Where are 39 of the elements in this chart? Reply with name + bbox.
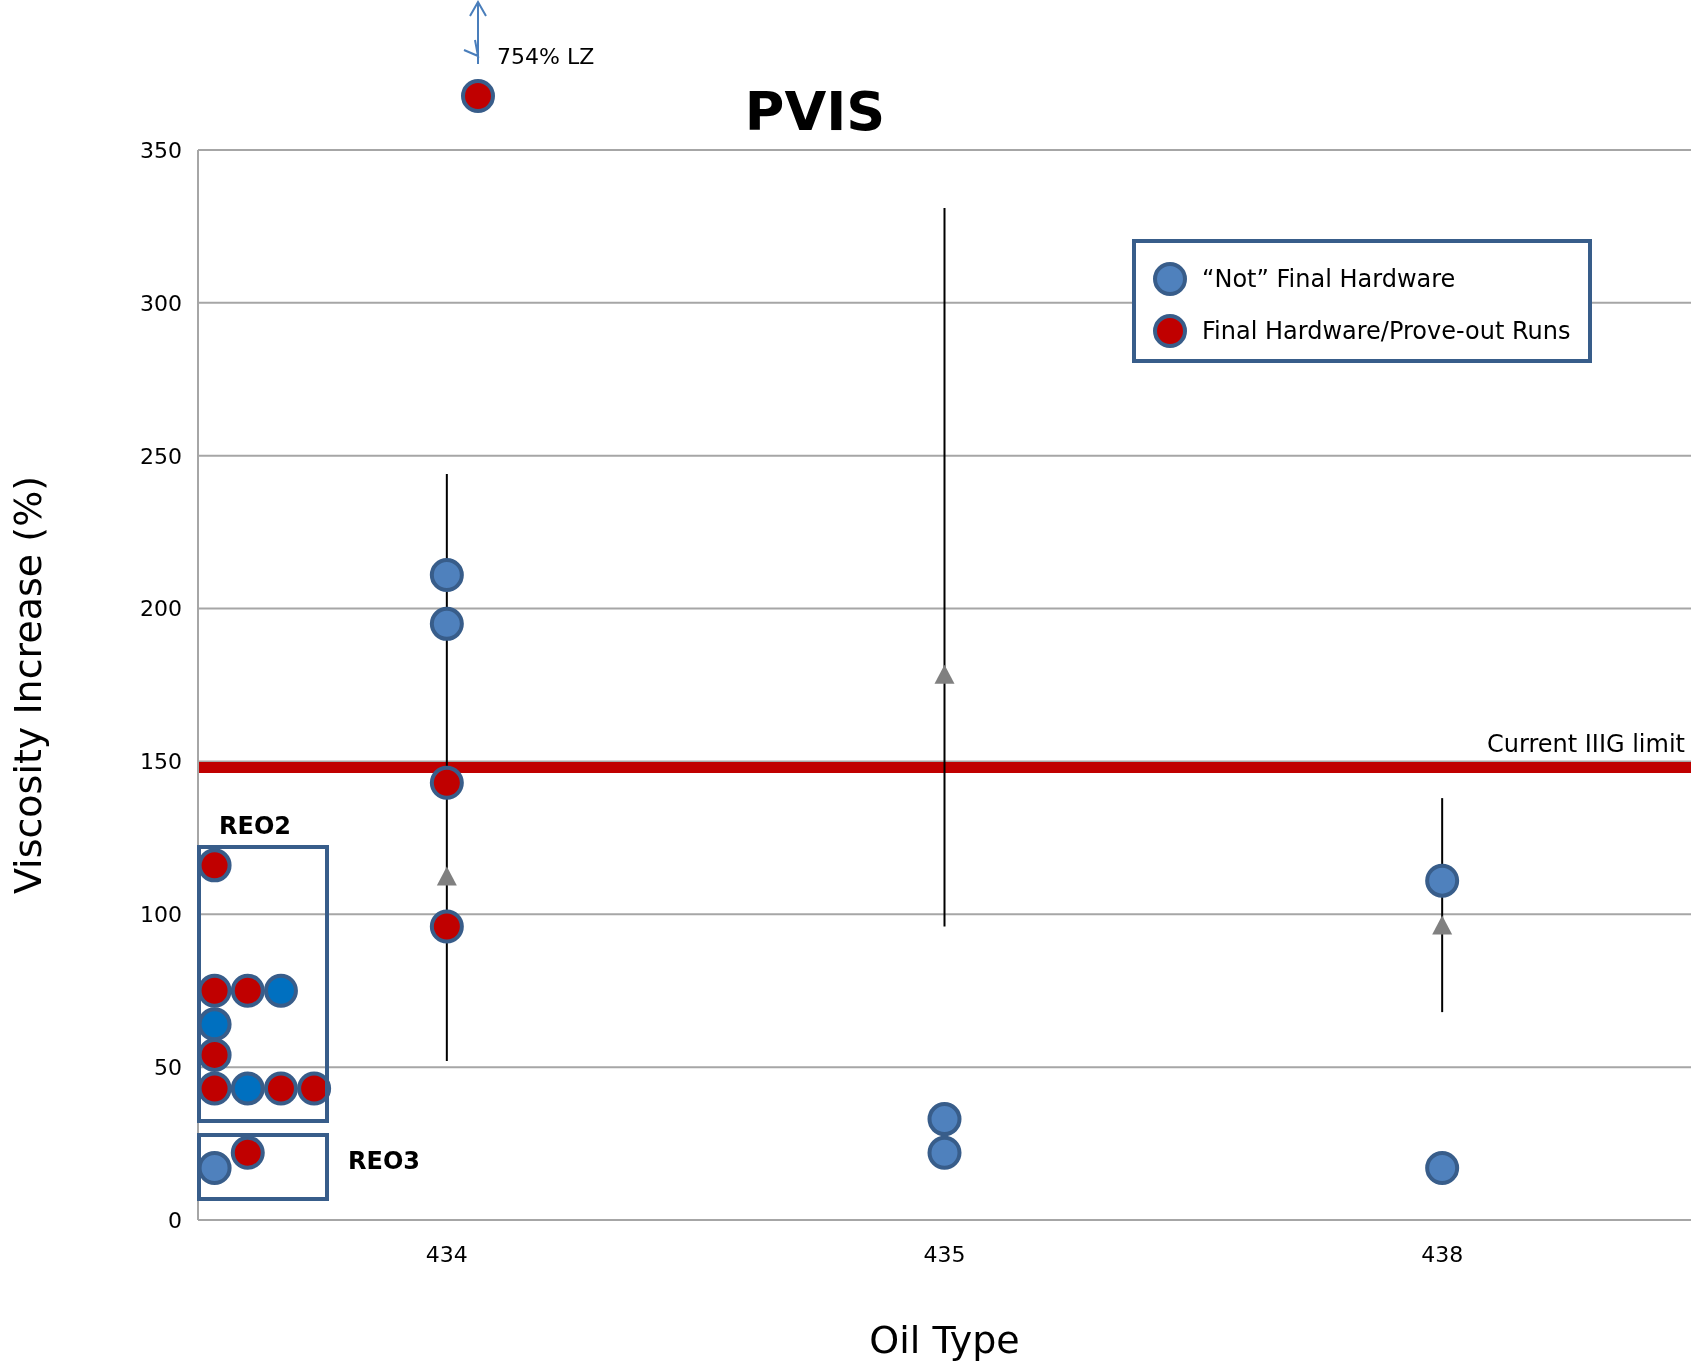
y-tick-label: 50 <box>154 1054 182 1080</box>
ref-line-label: Current IIIG limit <box>1486 729 1685 758</box>
point <box>198 1151 232 1186</box>
x-tick-label: 438 <box>1421 1241 1464 1267</box>
y-tick-label: 0 <box>168 1207 182 1233</box>
legend-label: Final Hardware/Prove-out Runs <box>1202 317 1571 345</box>
x-tick-label: 435 <box>923 1241 966 1267</box>
point <box>429 909 464 944</box>
point <box>198 973 232 1008</box>
point <box>230 973 265 1008</box>
legend-label: “Not” Final Hardware <box>1202 265 1456 293</box>
point <box>429 606 464 641</box>
point <box>198 848 232 883</box>
point <box>263 973 298 1008</box>
y-tick-label: 350 <box>140 137 182 163</box>
point <box>927 1135 962 1170</box>
annotation: REO3 <box>348 1147 420 1175</box>
point <box>230 1071 265 1106</box>
point <box>1425 1151 1460 1186</box>
text: 754% LZ <box>497 44 595 69</box>
chart-title: PVIS <box>743 80 887 143</box>
point <box>297 1071 332 1106</box>
point <box>436 866 457 886</box>
point <box>198 1071 232 1106</box>
point <box>263 1071 298 1106</box>
point <box>429 765 464 800</box>
point <box>198 1037 232 1072</box>
y-axis-title: Viscosity Increase (%) <box>6 475 51 895</box>
point <box>198 1007 232 1042</box>
y-tick-label: 300 <box>140 290 182 316</box>
point <box>1432 915 1453 935</box>
x-axis-title: Oil Type <box>869 1318 1020 1361</box>
y-tick-label: 100 <box>140 902 182 928</box>
y-tick-label: 200 <box>140 596 182 622</box>
point <box>934 664 955 684</box>
y-tick-label: 150 <box>140 749 182 775</box>
x-tick-label: 434 <box>425 1241 468 1267</box>
annotation: REO2 <box>219 812 291 840</box>
y-tick-label: 250 <box>140 443 182 469</box>
